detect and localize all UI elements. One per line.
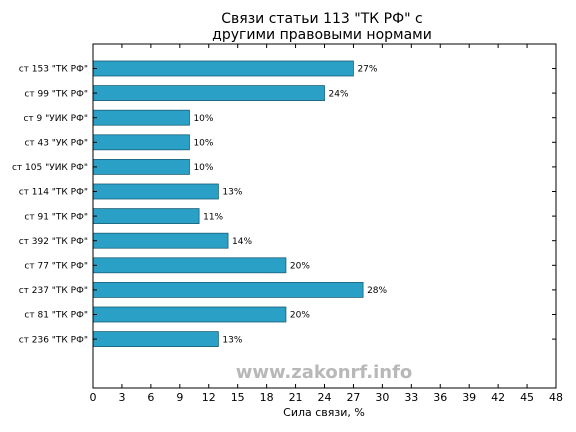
x-tick-label-13: 39 xyxy=(462,391,476,404)
bars-group xyxy=(92,60,364,348)
bar-7 xyxy=(92,232,229,249)
x-tick-label-5: 15 xyxy=(231,391,245,404)
watermark: www.zakonrf.info xyxy=(236,362,413,383)
x-tick-label-6: 18 xyxy=(260,391,274,404)
chart-title-line-1: Связи статьи 113 "ТК РФ" с xyxy=(221,11,422,27)
data-label-2: 10% xyxy=(193,114,213,124)
data-label-7: 14% xyxy=(232,237,252,247)
category-label-11: ст 236 "ТК РФ" xyxy=(19,335,88,345)
x-tick-label-4: 12 xyxy=(202,391,216,404)
x-tick-label-12: 36 xyxy=(433,391,447,404)
x-tick-label-3: 9 xyxy=(176,391,183,404)
bar-3 xyxy=(92,134,190,151)
bar-11 xyxy=(92,331,219,348)
bar-6 xyxy=(92,208,200,225)
x-tick-label-7: 21 xyxy=(289,391,303,404)
category-label-3: ст 43 "УК РФ" xyxy=(24,139,88,149)
plot-frame xyxy=(92,43,557,389)
category-label-2: ст 9 "УИК РФ" xyxy=(23,114,88,124)
category-label-5: ст 114 "ТК РФ" xyxy=(19,188,88,198)
x-tick-label-10: 30 xyxy=(375,391,389,404)
category-label-7: ст 392 "ТК РФ" xyxy=(19,237,88,247)
data-label-10: 20% xyxy=(290,311,310,321)
bar-10 xyxy=(92,306,287,323)
x-tick-label-15: 45 xyxy=(520,391,534,404)
bar-4 xyxy=(92,158,190,175)
bar-2 xyxy=(92,109,190,126)
data-label-3: 10% xyxy=(193,139,213,149)
data-label-9: 28% xyxy=(367,286,387,296)
data-label-5: 13% xyxy=(222,188,242,198)
data-label-1: 24% xyxy=(329,89,349,99)
axes-group: 0 3 6 9 12 15 18 21 24 27 30 33 36 39 42 45 48 xyxy=(90,43,563,404)
bar-9 xyxy=(92,281,364,298)
x-tick-label-16: 48 xyxy=(549,391,563,404)
x-tick-label-9: 27 xyxy=(346,391,360,404)
x-axis-label: Сила связи, % xyxy=(283,406,365,419)
category-label-9: ст 237 "ТК РФ" xyxy=(19,286,88,296)
bar-5 xyxy=(92,183,219,200)
x-tick-label-14: 42 xyxy=(491,391,505,404)
chart-title-line-2: другими правовыми нормами xyxy=(212,27,432,43)
data-label-4: 10% xyxy=(193,163,213,173)
x-tick-label-2: 6 xyxy=(147,391,154,404)
category-label-4: ст 105 "УИК РФ" xyxy=(12,163,88,173)
category-label-10: ст 81 "ТК РФ" xyxy=(24,311,88,321)
x-tick-label-8: 24 xyxy=(318,391,332,404)
bar-0 xyxy=(92,60,354,77)
data-label-6: 11% xyxy=(203,212,223,222)
bar-8 xyxy=(92,257,287,274)
data-label-11: 13% xyxy=(222,335,242,345)
category-label-1: ст 99 "ТК РФ" xyxy=(24,89,88,99)
category-label-6: ст 91 "ТК РФ" xyxy=(24,212,88,222)
x-tick-label-0: 0 xyxy=(90,391,97,404)
x-tick-label-1: 3 xyxy=(118,391,125,404)
labels-group: ст 153 "ТК РФ" 27% ст 99 "ТК РФ" 24% ст 9 "У… xyxy=(12,65,388,346)
category-label-0: ст 153 "ТК РФ" xyxy=(19,65,88,75)
data-label-8: 20% xyxy=(290,262,310,272)
x-tick-label-11: 33 xyxy=(404,391,418,404)
category-label-8: ст 77 "ТК РФ" xyxy=(24,262,88,272)
bar-1 xyxy=(92,85,325,101)
data-label-0: 27% xyxy=(357,65,377,75)
